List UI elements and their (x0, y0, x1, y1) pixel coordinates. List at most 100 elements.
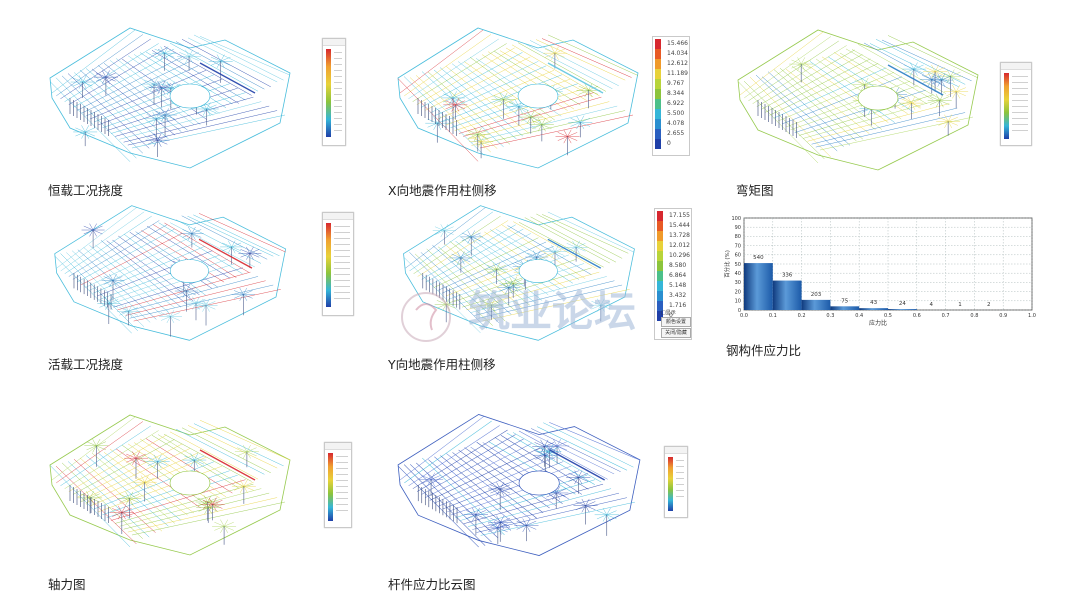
deflection-live-load-panel (40, 196, 310, 348)
legend-value: 15.466 (667, 40, 688, 47)
x-tick-label: 0.8 (970, 313, 978, 319)
legend-swatch (657, 211, 663, 221)
x-tick-label: 0.6 (913, 313, 921, 319)
legend-value: 9.767 (667, 80, 685, 87)
y-tick-label: 50 (735, 262, 741, 268)
axial-force-panel (40, 398, 310, 570)
color-legend (324, 442, 352, 528)
histogram-bar (859, 308, 888, 310)
structure-model-image (737, 29, 979, 171)
bar-count-label: 24 (899, 301, 906, 307)
legend-value: 13.728 (669, 232, 690, 239)
y-tick-label: 20 (735, 289, 741, 295)
y-tick-label: 0 (738, 308, 741, 314)
caption-dead-load-deflection: 恒载工况挠度 (48, 183, 124, 198)
legend-swatch (655, 49, 661, 59)
legend-swatch (655, 99, 661, 109)
caption-axial-force: 轴力图 (48, 577, 86, 592)
color-legend (322, 38, 346, 146)
histogram-bar (772, 280, 802, 310)
y-tick-label: 70 (735, 243, 741, 249)
x-tick-label: 0.1 (769, 313, 777, 319)
structure-model-image (49, 27, 291, 169)
legend-swatch (655, 59, 661, 69)
legend-value: 17.155 (669, 212, 690, 219)
legend-value: 5.500 (667, 110, 685, 117)
caption-steel-stress-ratio: 钢构件应力比 (726, 343, 802, 358)
legend-swatch (657, 221, 663, 231)
color-legend (322, 212, 354, 316)
x-seismic-drift-panel (388, 18, 648, 176)
legend-swatch (655, 119, 661, 129)
x-tick-label: 0.3 (826, 313, 834, 319)
close-hide-button[interactable]: 关闭/隐藏 (661, 328, 691, 338)
legend-value: 4.078 (667, 120, 685, 127)
color-legend (1000, 62, 1032, 146)
bar-count-label: 540 (753, 255, 764, 261)
x-tick-label: 0.4 (855, 313, 863, 319)
deflection-dead-load-panel (40, 18, 310, 176)
drift-legend: 15.466 14.034 12.612 11.189 9.767 8.344 6.922 5… (652, 36, 690, 156)
y-tick-label: 80 (735, 234, 741, 240)
legend-value: 15.444 (669, 222, 690, 229)
legend-value: 12.012 (669, 242, 690, 249)
caption-x-seismic-drift: X向地震作用柱侧移 (388, 183, 497, 198)
y-tick-label: 10 (735, 299, 741, 305)
legend-value: 0 (669, 312, 673, 319)
y-seismic-drift-panel (388, 196, 650, 348)
y-axis-label: 百分比 (%) (723, 250, 731, 278)
legend-swatch (655, 109, 661, 119)
legend-swatch (657, 271, 663, 281)
structure-model-image (49, 414, 291, 556)
legend-value: 3.432 (669, 292, 687, 299)
legend-value: 12.612 (667, 60, 688, 67)
bar-count-label: 43 (870, 300, 877, 306)
legend-value: 6.922 (667, 100, 685, 107)
legend-swatch (655, 89, 661, 99)
histogram-bar (888, 309, 917, 310)
legend-swatch (655, 139, 661, 149)
legend-swatch (657, 311, 663, 321)
bar-count-label: 1 (958, 302, 962, 308)
caption-member-stress-contour: 杆件应力比云图 (388, 577, 476, 592)
legend-swatch (657, 251, 663, 261)
x-tick-label: 0.7 (942, 313, 950, 319)
x-tick-label: 1.0 (1028, 313, 1036, 319)
bar-count-label: 336 (782, 273, 793, 279)
legend-value: 5.148 (669, 282, 687, 289)
legend-value: 6.864 (669, 272, 687, 279)
legend-swatch (655, 129, 661, 139)
bar-count-label: 203 (811, 292, 822, 298)
caption-bending-moment: 弯矩图 (736, 183, 774, 198)
color-settings-button[interactable]: 颜色设置 (661, 317, 691, 327)
member-stress-ratio-panel (388, 398, 650, 570)
structure-model-image (397, 27, 639, 169)
legend-swatch (655, 79, 661, 89)
structure-model-image (403, 205, 635, 341)
legend-swatch (657, 281, 663, 291)
legend-swatch (657, 241, 663, 251)
display-checkbox[interactable]: □显示 (661, 310, 676, 316)
y-tick-label: 90 (735, 225, 741, 231)
bar-count-label: 4 (929, 302, 933, 308)
y-tick-label: 40 (735, 271, 741, 277)
x-tick-label: 0.9 (999, 313, 1007, 319)
y-tick-label: 30 (735, 280, 741, 286)
x-tick-label: 0.5 (884, 313, 892, 319)
histogram-bar (801, 299, 831, 310)
x-axis-label: 应力比 (869, 319, 887, 327)
caption-y-seismic-drift: Y向地震作用柱侧移 (388, 357, 496, 372)
legend-value: 8.344 (667, 90, 685, 97)
x-tick-label: 0.2 (798, 313, 806, 319)
bending-moment-panel (728, 20, 990, 176)
y-tick-label: 100 (731, 216, 741, 222)
legend-value: 1.716 (669, 302, 687, 309)
legend-swatch (655, 69, 661, 79)
legend-value: 10.296 (669, 252, 690, 259)
histogram-bar (744, 263, 773, 310)
bar-count-label: 2 (987, 302, 991, 308)
structure-model-image (397, 414, 641, 556)
legend-swatch (655, 39, 661, 49)
legend-value: 2.655 (667, 130, 685, 137)
legend-swatch (657, 231, 663, 241)
